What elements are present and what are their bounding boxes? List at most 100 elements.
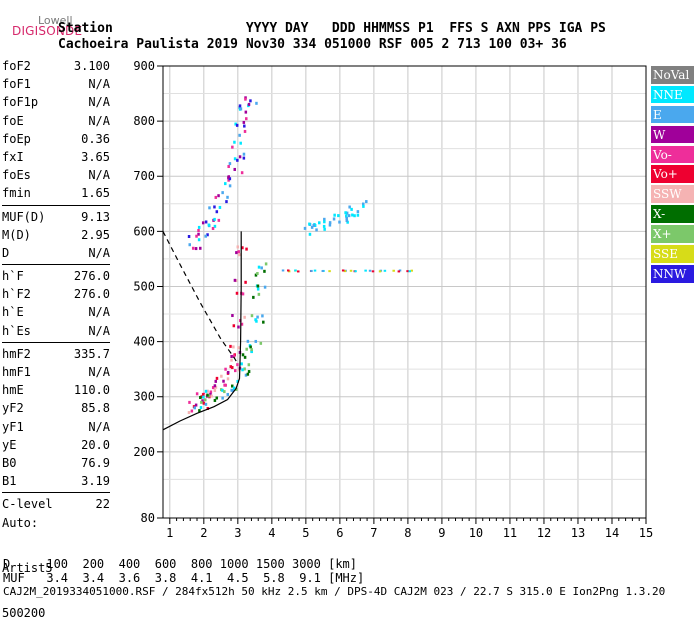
echo-mark xyxy=(337,214,340,218)
echo-mark xyxy=(213,398,217,402)
echo-mark xyxy=(244,97,247,101)
echo-mark xyxy=(191,246,195,250)
echo-mark xyxy=(242,120,246,124)
echo-mark xyxy=(240,362,243,366)
echo-mark xyxy=(198,409,201,413)
echo-mark xyxy=(215,210,219,214)
logo-lowell: Lowell xyxy=(38,14,73,27)
echo-mark xyxy=(193,406,197,410)
echo-mark xyxy=(328,270,331,273)
param-separator xyxy=(2,341,110,346)
echo-mark xyxy=(227,175,231,179)
x-tick-label: 14 xyxy=(605,526,619,540)
echo-mark xyxy=(243,124,246,128)
echo-mark xyxy=(315,228,318,232)
echo-mark xyxy=(255,319,258,323)
y-tick-label: 900 xyxy=(133,59,155,73)
echo-mark xyxy=(250,314,254,318)
footer-muf-row: MUF 3.4 3.4 3.6 3.8 4.1 4.5 5.8 9.1 [MHz… xyxy=(3,571,365,585)
x-tick-label: 12 xyxy=(537,526,551,540)
param-label: foF1p xyxy=(2,95,39,110)
echo-mark xyxy=(197,238,201,242)
echo-mark xyxy=(233,278,237,282)
echo-mark xyxy=(256,287,260,291)
echo-mark xyxy=(199,246,202,250)
echo-mark xyxy=(241,292,245,296)
param-label: h`F xyxy=(2,269,24,284)
echo-mark xyxy=(238,155,242,159)
param-label: hmF2 xyxy=(2,346,31,361)
plot-frame xyxy=(162,65,647,519)
echo-mark xyxy=(197,229,200,233)
echo-mark xyxy=(245,117,248,121)
echo-mark xyxy=(195,392,199,396)
echo-mark xyxy=(254,273,258,277)
echo-mark xyxy=(257,265,261,269)
legend-item: SSE xyxy=(651,245,694,263)
echo-mark xyxy=(308,222,311,226)
echo-mark xyxy=(338,220,341,224)
model-dashed-line xyxy=(162,231,239,365)
echo-mark xyxy=(195,234,198,238)
param-label: MUF(D) xyxy=(2,209,46,224)
param-row: yF1 N/A xyxy=(2,419,110,437)
echo-mark xyxy=(256,315,259,319)
echo-mark xyxy=(188,243,191,247)
param-label: B1 xyxy=(2,474,17,489)
echo-mark xyxy=(214,379,217,383)
echo-mark xyxy=(238,253,241,257)
echo-mark xyxy=(222,379,225,383)
echo-mark xyxy=(218,205,222,209)
echo-mark xyxy=(211,226,215,230)
chart-lines xyxy=(162,231,242,431)
echo-mark xyxy=(236,245,240,249)
param-value: N/A xyxy=(88,113,110,128)
echo-mark xyxy=(260,266,263,270)
legend-item: Vo+ xyxy=(651,165,694,184)
echo-mark xyxy=(365,200,368,204)
echo-mark xyxy=(238,104,242,108)
param-value: N/A xyxy=(88,168,110,183)
echo-mark xyxy=(217,218,221,222)
x-tick-label: 13 xyxy=(571,526,585,540)
param-row: foEp 0.36 xyxy=(2,131,110,149)
param-row: C-level 22 xyxy=(2,496,110,514)
legend-item: NNW xyxy=(651,264,694,283)
param-label: h`Es xyxy=(2,323,31,338)
echo-mark xyxy=(345,211,349,215)
echo-mark xyxy=(204,402,208,406)
echo-mark xyxy=(209,390,213,394)
echo-mark xyxy=(328,221,332,225)
echo-mark xyxy=(237,325,240,329)
echo-mark xyxy=(228,177,232,181)
param-row: foF2 3.100 xyxy=(2,58,110,76)
echo-mark xyxy=(245,247,248,251)
echo-mark xyxy=(213,224,217,228)
echo-mark xyxy=(232,324,236,328)
echo-mark xyxy=(346,220,349,224)
echo-mark xyxy=(232,386,236,390)
echo-mark xyxy=(247,363,251,367)
auto-label: Auto: xyxy=(2,516,39,530)
param-value: 276.0 xyxy=(73,269,110,284)
echo-mark xyxy=(221,396,224,400)
auto-code: 500200 xyxy=(2,606,46,620)
echo-mark xyxy=(202,395,205,399)
param-value: 9.13 xyxy=(81,209,110,224)
echo-mark xyxy=(250,350,254,354)
echo-mark xyxy=(332,217,336,221)
param-value: N/A xyxy=(88,95,110,110)
echo-mark xyxy=(310,269,313,272)
echo-mark xyxy=(341,269,345,272)
param-value: N/A xyxy=(88,419,110,434)
echo-mark xyxy=(243,129,247,133)
param-value: 1.65 xyxy=(81,186,110,201)
echo-mark xyxy=(243,367,246,371)
echo-mark xyxy=(226,195,229,199)
param-label: M(D) xyxy=(2,227,31,242)
echo-mark xyxy=(378,270,382,273)
legend-item: E xyxy=(651,105,694,124)
echo-mark xyxy=(244,110,248,114)
legend-item: W xyxy=(651,125,694,144)
echo-mark xyxy=(201,393,205,397)
